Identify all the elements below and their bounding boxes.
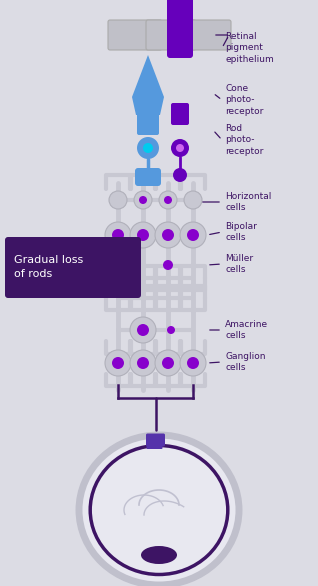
Circle shape xyxy=(187,229,199,241)
FancyBboxPatch shape xyxy=(146,434,165,447)
FancyBboxPatch shape xyxy=(5,237,141,298)
FancyBboxPatch shape xyxy=(147,439,162,449)
Circle shape xyxy=(112,357,124,369)
Text: Amacrine
cells: Amacrine cells xyxy=(225,320,268,340)
Circle shape xyxy=(109,191,127,209)
FancyBboxPatch shape xyxy=(135,168,161,186)
Circle shape xyxy=(180,350,206,376)
Text: Horizontal
cells: Horizontal cells xyxy=(225,192,271,212)
FancyBboxPatch shape xyxy=(137,113,159,135)
Circle shape xyxy=(162,357,174,369)
Polygon shape xyxy=(132,55,164,115)
FancyBboxPatch shape xyxy=(181,20,231,50)
Circle shape xyxy=(105,350,131,376)
Circle shape xyxy=(184,191,202,209)
FancyBboxPatch shape xyxy=(171,103,189,125)
Text: Gradual loss
of rods: Gradual loss of rods xyxy=(14,255,83,279)
Circle shape xyxy=(167,326,175,334)
Circle shape xyxy=(155,350,181,376)
Text: Ganglion
cells: Ganglion cells xyxy=(225,352,266,372)
Circle shape xyxy=(137,229,149,241)
Circle shape xyxy=(173,168,187,182)
FancyBboxPatch shape xyxy=(146,20,196,50)
Circle shape xyxy=(112,229,124,241)
Circle shape xyxy=(180,222,206,248)
Circle shape xyxy=(137,137,159,159)
Circle shape xyxy=(134,191,152,209)
Circle shape xyxy=(137,324,149,336)
Text: Bipolar
cells: Bipolar cells xyxy=(225,222,257,242)
Text: Retinal
pigment
epithelium: Retinal pigment epithelium xyxy=(225,32,274,64)
Circle shape xyxy=(130,222,156,248)
Circle shape xyxy=(130,317,156,343)
Circle shape xyxy=(176,144,184,152)
Ellipse shape xyxy=(141,546,177,564)
Circle shape xyxy=(163,260,173,270)
Circle shape xyxy=(130,350,156,376)
Circle shape xyxy=(137,357,149,369)
Circle shape xyxy=(187,357,199,369)
Circle shape xyxy=(105,222,131,248)
Circle shape xyxy=(171,139,189,157)
Circle shape xyxy=(155,222,181,248)
Circle shape xyxy=(164,196,172,204)
Text: Cone
photo-
receptor: Cone photo- receptor xyxy=(225,84,263,115)
FancyBboxPatch shape xyxy=(108,20,162,50)
Ellipse shape xyxy=(79,435,239,585)
Circle shape xyxy=(159,191,177,209)
Circle shape xyxy=(143,143,153,153)
Text: Müller
cells: Müller cells xyxy=(225,254,253,274)
Text: Rod
photo-
receptor: Rod photo- receptor xyxy=(225,124,263,156)
FancyBboxPatch shape xyxy=(167,0,193,58)
Circle shape xyxy=(139,196,147,204)
Circle shape xyxy=(162,229,174,241)
